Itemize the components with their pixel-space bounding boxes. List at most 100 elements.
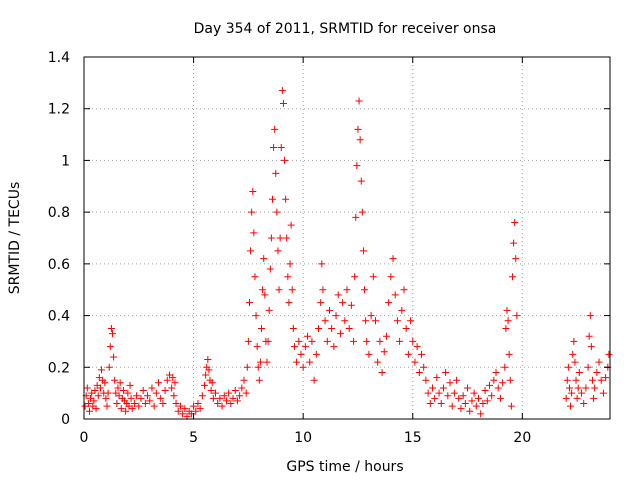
data-point <box>378 368 386 376</box>
data-point <box>229 394 237 402</box>
data-point <box>502 325 510 332</box>
tick-labels: 0 5 10 15 20 0 0.2 0.4 0.6 0.8 1 1.2 1.4 <box>48 50 532 446</box>
data-point <box>574 384 582 392</box>
data-point <box>404 350 412 358</box>
data-point <box>272 169 280 177</box>
data-point <box>570 337 578 345</box>
data-point <box>261 291 269 299</box>
data-point <box>494 384 502 392</box>
data-point <box>249 187 257 195</box>
data-point <box>171 379 179 387</box>
data-point <box>351 273 359 281</box>
data-point <box>207 387 215 395</box>
data-point <box>276 234 284 242</box>
data-point <box>565 384 573 392</box>
data-point <box>339 299 347 307</box>
data-point <box>204 356 212 364</box>
data-point <box>152 389 160 397</box>
data-point <box>299 363 307 371</box>
data-point <box>453 376 461 384</box>
data-point <box>563 376 571 384</box>
data-point <box>455 394 463 402</box>
data-point <box>477 410 485 418</box>
data-point <box>365 350 373 358</box>
data-point <box>504 317 512 325</box>
data-point <box>172 399 180 407</box>
data-point <box>503 306 511 314</box>
x-tick-label: 0 <box>80 430 89 446</box>
data-point <box>591 384 599 392</box>
y-tick-label: 0.4 <box>48 309 70 325</box>
data-point <box>369 273 377 281</box>
data-point <box>341 317 349 325</box>
data-point <box>380 348 388 356</box>
data-point <box>371 317 379 325</box>
data-point <box>110 353 118 361</box>
data-point <box>247 247 255 255</box>
data-point <box>113 399 121 407</box>
data-point <box>196 405 204 413</box>
data-point <box>492 368 500 376</box>
data-point <box>243 363 251 371</box>
data-point <box>393 317 401 325</box>
data-point <box>279 100 287 108</box>
data-point <box>328 325 336 332</box>
data-point <box>163 376 171 384</box>
data-point <box>402 325 410 332</box>
data-point <box>92 405 100 413</box>
data-point <box>479 399 487 407</box>
data-point <box>513 312 521 320</box>
data-point <box>233 397 241 405</box>
data-point <box>361 286 369 294</box>
data-point <box>245 299 253 307</box>
data-point <box>358 208 366 216</box>
x-tick-label: 20 <box>513 430 531 446</box>
data-point <box>367 312 375 320</box>
data-point <box>122 407 130 415</box>
data-point <box>413 343 421 351</box>
data-point <box>248 208 256 216</box>
data-point <box>150 402 158 410</box>
data-point <box>507 402 515 410</box>
data-point <box>597 376 605 384</box>
data-point <box>222 397 230 405</box>
data-point <box>444 392 452 400</box>
data-point <box>264 337 272 345</box>
data-point <box>91 387 99 395</box>
data-point <box>242 389 250 397</box>
data-point <box>273 208 281 216</box>
data-point <box>501 363 509 371</box>
data-point <box>119 387 127 395</box>
data-point <box>457 405 465 413</box>
data-point <box>286 260 294 268</box>
chart-title: Day 354 of 2011, SRMTID for receiver ons… <box>194 21 497 37</box>
data-point <box>411 358 419 366</box>
data-point <box>321 317 329 325</box>
data-point <box>267 234 275 242</box>
data-point <box>359 247 367 255</box>
data-point <box>155 379 163 387</box>
data-point <box>562 394 570 402</box>
axis-ticks <box>83 56 610 420</box>
data-point <box>593 368 601 376</box>
data-point <box>356 136 364 144</box>
data-point <box>584 363 592 371</box>
data-point <box>400 286 408 294</box>
data-point <box>214 399 222 407</box>
plot-frame <box>83 56 611 420</box>
data-point <box>116 379 124 387</box>
data-point <box>174 407 182 415</box>
data-point <box>133 392 141 400</box>
y-tick-label: 0.2 <box>48 360 70 376</box>
data-point <box>317 299 325 307</box>
data-point <box>144 392 152 400</box>
data-point <box>564 363 572 371</box>
data-point <box>282 195 290 203</box>
data-point <box>266 265 274 273</box>
data-point <box>265 306 273 314</box>
data-point <box>283 234 291 242</box>
data-point <box>137 394 145 402</box>
data-point <box>190 402 198 410</box>
data-point <box>587 343 595 351</box>
data-point <box>506 376 514 384</box>
